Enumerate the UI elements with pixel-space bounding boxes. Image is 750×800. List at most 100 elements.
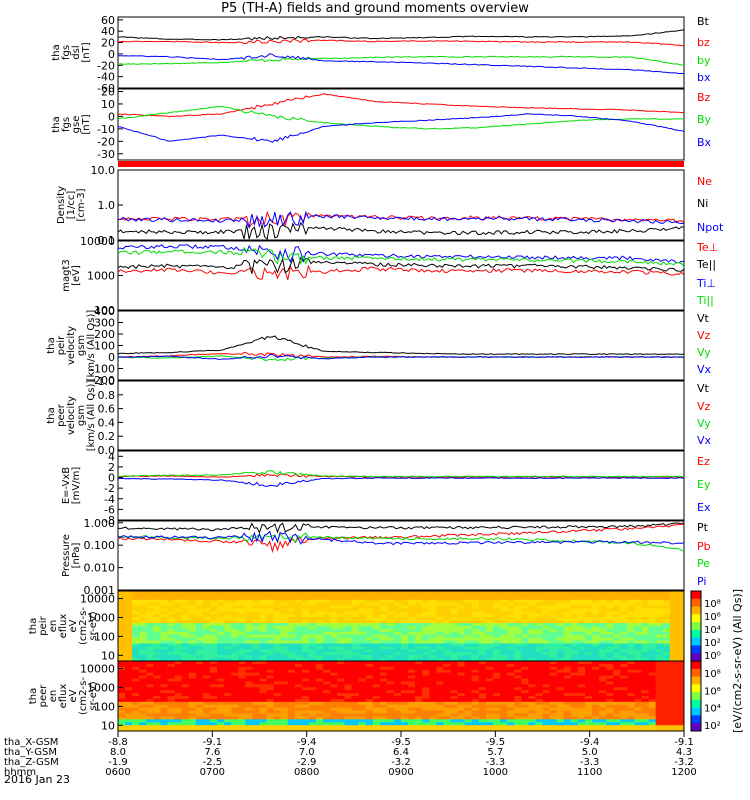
spectrogram-cell (401, 593, 409, 598)
spectrogram-cell (634, 675, 642, 679)
spectrogram-cell (577, 608, 586, 612)
spectrogram-cell (563, 681, 572, 685)
spectrogram-cell (443, 608, 451, 612)
spectrogram-cell (592, 602, 600, 606)
spectrogram-cell (429, 719, 437, 723)
spectrogram-cell (372, 646, 381, 650)
spectrogram-cell (379, 596, 388, 601)
spectrogram-cell (358, 728, 367, 732)
spectrogram-cell (592, 722, 600, 726)
spectrogram-cell (160, 611, 168, 615)
spectrogram-cell (238, 722, 246, 726)
spectrogram-cell (167, 649, 176, 653)
spectrogram-cell (379, 672, 388, 676)
spectrogram-cell (676, 725, 685, 729)
spectrogram-cell (500, 608, 508, 612)
spectrogram-cell (146, 663, 154, 668)
spectrogram-cell (570, 608, 579, 612)
spectrogram-cell (259, 710, 267, 714)
spectrogram-cell (464, 602, 473, 606)
spectrogram-cell (238, 611, 246, 615)
spectrogram-cell (316, 661, 324, 665)
spectrogram-cell (238, 652, 246, 656)
spectrogram-cell (549, 728, 558, 732)
spectrogram-cell (500, 593, 508, 598)
spectrogram-cell (556, 617, 565, 621)
spectrogram-cell (330, 602, 338, 606)
spectrogram-cell (280, 623, 289, 627)
spectrogram-cell (641, 690, 650, 694)
spectrogram-cell (301, 701, 310, 706)
spectrogram-cell (231, 678, 239, 682)
spectrogram-cell (379, 669, 388, 674)
spectrogram-cell (351, 698, 359, 703)
spectrogram-cell (606, 626, 614, 630)
spectrogram-cell (174, 646, 183, 650)
spectrogram-cell (181, 658, 190, 662)
spectrogram-cell (542, 637, 550, 641)
spectrogram-cell (323, 658, 331, 662)
spectrogram-cell (669, 666, 678, 671)
spectrogram-cell (648, 617, 657, 621)
spectrogram-cell (606, 640, 614, 644)
spectrogram-cell (514, 637, 522, 641)
spectrogram-cell (195, 596, 204, 601)
spectrogram-cell (655, 690, 664, 694)
spectrogram-cell (450, 678, 459, 682)
spectrogram-cell (620, 719, 628, 723)
spectrogram-cell (146, 704, 154, 709)
spectrogram-cell (195, 605, 204, 609)
spectrogram-cell (344, 663, 352, 668)
spectrogram-cell (627, 678, 635, 682)
spectrogram-cell (365, 710, 374, 714)
spectrogram-cell (294, 684, 303, 688)
spectrogram-cell (167, 716, 176, 720)
spectrogram-cell (294, 690, 303, 694)
spectrogram-cell (599, 605, 607, 609)
spectrogram-cell (316, 637, 324, 641)
spectrogram-cell (393, 725, 402, 729)
spectrogram-cell (167, 707, 176, 711)
spectrogram-cell (146, 591, 154, 595)
spectrogram-cell (202, 593, 211, 598)
spectrogram-cell (577, 591, 586, 595)
spectrogram-cell (379, 605, 388, 609)
spectrogram-cell (535, 710, 543, 714)
y-tick-label: 1000 (87, 611, 115, 624)
spectrogram-cell (507, 675, 515, 679)
spectrogram-cell (514, 643, 522, 647)
spectrogram-cell (500, 652, 508, 656)
spectrogram-cell (514, 593, 522, 598)
spectrogram-cell (252, 690, 260, 694)
spectrogram-cell (627, 684, 635, 688)
spectrogram-cell (309, 646, 317, 650)
spectrogram-cell (549, 701, 558, 706)
spectrogram-cell (245, 628, 253, 633)
spectrogram-cell (500, 678, 508, 682)
spectrogram-cell (599, 696, 607, 700)
spectrogram-cell (224, 728, 232, 732)
spectrogram-cell (379, 725, 388, 729)
spectrogram-cell (252, 617, 260, 621)
spectrogram-cell (344, 678, 352, 682)
spectrogram-cell (577, 690, 586, 694)
spectrogram-cell (174, 675, 183, 679)
spectrogram-cell (330, 631, 338, 636)
spectrogram-cell (556, 704, 565, 709)
spectrogram-cell (436, 626, 444, 630)
spectrogram-cell (217, 655, 225, 659)
spectrogram-cell (570, 634, 579, 639)
spectrogram-cell (351, 655, 359, 659)
spectrogram-cell (316, 693, 324, 697)
spectrogram-cell (457, 690, 466, 694)
spectrogram-cell (287, 681, 296, 685)
spectrogram-cell (584, 678, 593, 682)
spectrogram-cell (181, 605, 190, 609)
spectrogram-cell (450, 707, 459, 711)
spectrogram-cell (153, 623, 161, 627)
spectrogram-cell (500, 701, 508, 706)
spectrogram-cell (132, 663, 140, 668)
spectrogram-cell (669, 605, 678, 609)
spectrogram-cell (556, 663, 565, 668)
spectrogram-cell (202, 617, 211, 621)
